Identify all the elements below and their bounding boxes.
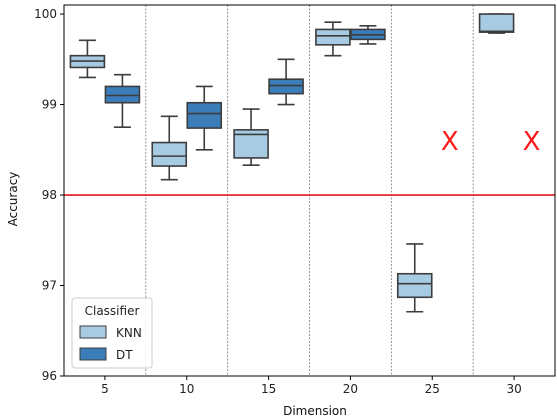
box-dt-15: [268, 78, 304, 95]
missing-marker: X: [523, 127, 541, 157]
x-tick-label: 10: [179, 382, 194, 396]
x-tick-label: 20: [343, 382, 358, 396]
y-axis-label: Accuracy: [6, 172, 20, 227]
x-tick-label: 30: [506, 382, 521, 396]
y-tick-label: 98: [42, 188, 57, 202]
y-tick-label: 96: [42, 369, 57, 383]
box-dt-10: [186, 101, 223, 129]
y-tick-label: 99: [42, 98, 57, 112]
missing-marker: X: [441, 127, 459, 157]
box-knn-30: [478, 13, 515, 33]
y-tick-label: 100: [34, 7, 57, 21]
y-tick-label: 97: [42, 279, 57, 293]
x-axis-label: Dimension: [283, 404, 347, 418]
plot-frame: [63, 4, 556, 377]
legend-label-knn: KNN: [116, 326, 142, 340]
legend-swatch-dt: [79, 347, 107, 361]
legend-label-dt: DT: [116, 348, 133, 362]
box-knn-25: [396, 272, 433, 299]
legend-title: Classifier: [85, 304, 140, 318]
box-knn-20: [315, 28, 351, 46]
legend-swatch-knn: [79, 325, 107, 339]
box-dt-5: [104, 85, 141, 104]
box-knn-10: [151, 141, 188, 167]
x-tick-label: 15: [261, 382, 276, 396]
x-tick-label: 5: [101, 382, 109, 396]
x-tick-label: 25: [425, 382, 440, 396]
